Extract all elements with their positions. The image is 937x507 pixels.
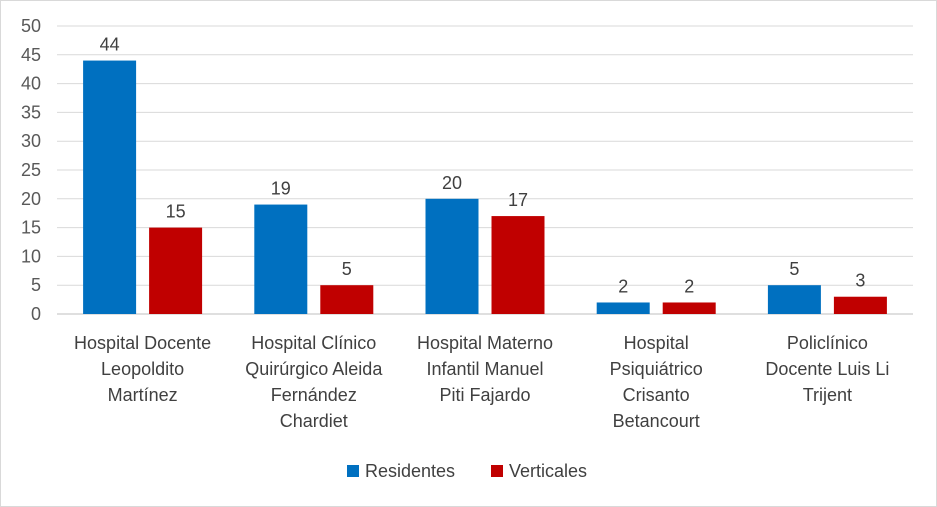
bar-residentes-3 bbox=[425, 198, 479, 314]
category-label-line: Crisanto bbox=[623, 385, 690, 405]
legend-label-verticales: Verticales bbox=[509, 461, 587, 481]
category-label-line: Infantil Manuel bbox=[426, 359, 543, 379]
bar-residentes-5 bbox=[767, 285, 821, 314]
category-label-line: Policlínico bbox=[787, 333, 868, 353]
data-label: 19 bbox=[271, 179, 291, 199]
category-label-line: Hospital Clínico bbox=[251, 333, 376, 353]
bar-verticales-1 bbox=[149, 227, 203, 314]
y-tick-label: 25 bbox=[21, 160, 41, 180]
category-label-line: Hospital Docente bbox=[74, 333, 211, 353]
data-label: 20 bbox=[442, 173, 462, 193]
bar-verticales-3 bbox=[491, 216, 545, 314]
legend: Residentes Verticales bbox=[347, 461, 587, 481]
category-label-line: Leopoldito bbox=[101, 359, 184, 379]
y-axis-tick-labels: 0 5 10 15 20 25 30 35 40 45 50 bbox=[21, 16, 41, 324]
legend-swatch-verticales bbox=[491, 465, 503, 477]
y-tick-label: 50 bbox=[21, 16, 41, 36]
y-tick-label: 15 bbox=[21, 218, 41, 238]
bar-verticales-2 bbox=[320, 285, 374, 314]
category-label: Hospital Psiquiátrico Crisanto Betancourt bbox=[610, 333, 703, 431]
bar-residentes-4 bbox=[596, 302, 650, 314]
y-tick-label: 35 bbox=[21, 102, 41, 122]
data-label: 3 bbox=[855, 271, 865, 291]
category-label: Hospital Docente Leopoldito Martínez bbox=[74, 333, 211, 405]
category-label: Hospital Clínico Quirúrgico Aleida Fernánd… bbox=[245, 333, 383, 431]
category-label-line: Trijent bbox=[803, 385, 852, 405]
data-label: 2 bbox=[684, 276, 694, 296]
category-label-line: Fernández bbox=[271, 385, 357, 405]
y-tick-label: 45 bbox=[21, 45, 41, 65]
category-label-line: Hospital Materno bbox=[417, 333, 553, 353]
category-label-line: Psiquiátrico bbox=[610, 359, 703, 379]
category-label-line: Betancourt bbox=[613, 411, 700, 431]
category-label-line: Hospital bbox=[624, 333, 689, 353]
category-label-line: Piti Fajardo bbox=[439, 385, 530, 405]
bar-residentes-2 bbox=[254, 204, 308, 314]
category-label-line: Chardiet bbox=[280, 411, 348, 431]
category-label-line: Docente Luis Li bbox=[765, 359, 889, 379]
category-label-line: Quirúrgico Aleida bbox=[245, 359, 383, 379]
y-tick-label: 0 bbox=[31, 304, 41, 324]
y-tick-label: 5 bbox=[31, 275, 41, 295]
data-label: 44 bbox=[100, 35, 120, 55]
data-label: 17 bbox=[508, 190, 528, 210]
data-label: 5 bbox=[789, 259, 799, 279]
bar-residentes-1 bbox=[83, 60, 137, 315]
category-label-line: Martínez bbox=[108, 385, 178, 405]
legend-label-residentes: Residentes bbox=[365, 461, 455, 481]
bar-verticales-5 bbox=[833, 296, 887, 314]
bar-verticales-4 bbox=[662, 302, 716, 314]
y-tick-label: 20 bbox=[21, 189, 41, 209]
y-tick-label: 40 bbox=[21, 74, 41, 94]
y-tick-label: 10 bbox=[21, 246, 41, 266]
category-labels: Hospital Docente Leopoldito MartínezHospit… bbox=[74, 333, 889, 431]
category-label: Hospital Materno Infantil Manuel Piti Faja… bbox=[417, 333, 553, 405]
legend-swatch-residentes bbox=[347, 465, 359, 477]
data-label: 2 bbox=[618, 276, 628, 296]
data-label: 5 bbox=[342, 259, 352, 279]
bars bbox=[83, 60, 887, 315]
data-label: 15 bbox=[166, 202, 186, 222]
y-tick-label: 30 bbox=[21, 131, 41, 151]
category-label: Policlínico Docente Luis Li Trijent bbox=[765, 333, 889, 405]
data-labels: 44 15 19 5 20 17 2 2 5 3 bbox=[100, 35, 866, 297]
